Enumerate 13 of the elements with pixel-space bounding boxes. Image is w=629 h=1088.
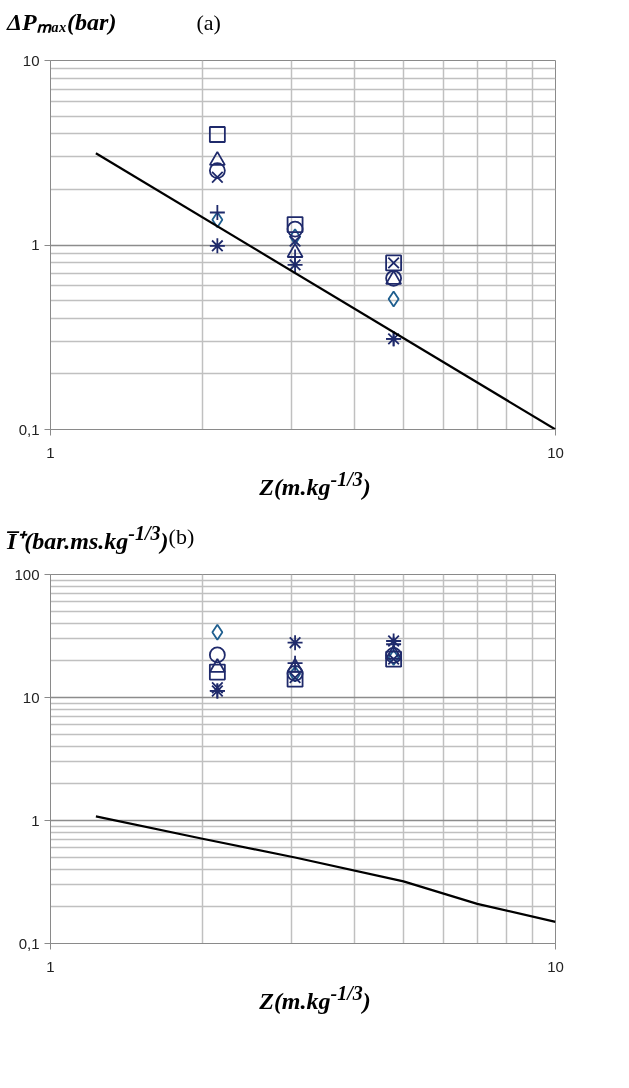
y-tick-label: 100 bbox=[14, 565, 40, 583]
y-tick-label: 10 bbox=[22, 688, 40, 706]
y-axis-title: ΔPₘₐₓ(bar) bbox=[7, 9, 117, 35]
y-axis-title: I̅⁺(bar.ms.kg$^{-1/3}$) bbox=[7, 522, 169, 554]
x-axis-title: Z(m.kg$^{-1/3}$) bbox=[258, 467, 372, 502]
chart-title: (b) bbox=[168, 524, 195, 549]
x-axis-title: Z(m.kg$^{-1/3}$) bbox=[258, 981, 372, 1016]
chart-title: (a) bbox=[196, 10, 221, 35]
y-tick-label: 1 bbox=[31, 236, 40, 253]
y-tick-label: 0,1 bbox=[18, 934, 40, 952]
y-tick-label: 0,1 bbox=[18, 420, 40, 438]
y-tick-label: 10 bbox=[22, 51, 40, 69]
y-tick-label: 1 bbox=[31, 811, 40, 829]
